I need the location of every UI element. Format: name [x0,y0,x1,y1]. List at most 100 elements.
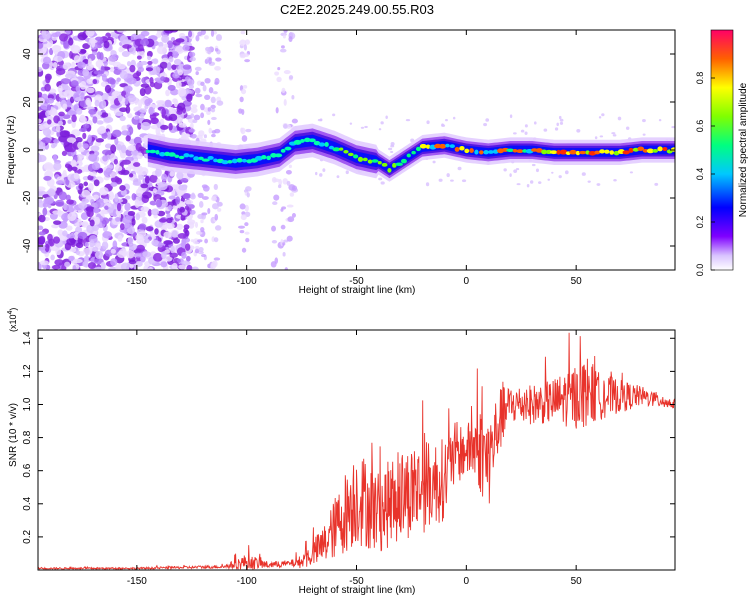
noise-speckle [57,56,62,62]
noise-speckle [82,132,87,140]
ridge-cell [637,146,645,151]
noise-speckle [91,39,96,48]
ridge-cell [474,149,479,155]
noise-speckle [168,56,174,63]
noise-speckle [140,121,151,131]
noise-speckle [52,154,58,162]
noise-speckle [133,162,141,167]
noise-speckle [138,231,147,237]
noise-speckle [94,250,104,259]
noise-speckle [61,150,68,156]
noise-speckle [65,30,72,35]
ridge-cell [646,148,655,154]
noise-speckle [390,150,394,154]
noise-speckle [244,222,249,227]
noise-speckle [118,46,124,53]
ridge-cell [332,147,341,152]
noise-speckle [277,66,281,71]
noise-speckle [183,224,190,230]
noise-speckle [58,191,68,201]
noise-speckle [126,77,137,85]
ridge-cell [261,155,267,160]
noise-speckle [128,173,134,178]
noise-speckle [79,80,87,90]
noise-speckle [108,191,115,201]
ridge-cell [266,155,271,161]
noise-speckle [114,193,119,203]
noise-speckle [119,223,125,231]
snr-ytick-label: 0.2 [22,530,33,544]
noise-speckle [208,87,214,94]
noise-speckle [66,237,76,246]
noise-speckle [103,40,110,49]
noise-speckle [446,173,450,178]
multiplier-exp: 4 [7,310,14,314]
noise-speckle [174,58,182,66]
noise-speckle [38,231,46,236]
noise-speckle [178,117,183,126]
noise-speckle [134,115,140,120]
noise-speckle [96,51,102,60]
noise-speckle [239,203,246,210]
noise-speckle [91,162,101,171]
noise-speckle [509,173,512,178]
noise-speckle [283,123,288,129]
noise-speckle [181,132,186,140]
noise-speckle [184,199,194,205]
noise-speckle [148,266,154,270]
noise-speckle [276,76,282,83]
noise-speckle [107,95,113,101]
noise-speckle [42,202,49,208]
noise-speckle [208,57,212,65]
noise-speckle [288,75,294,80]
noise-speckle [132,181,143,186]
noise-speckle [76,108,83,115]
noise-speckle [93,179,100,187]
noise-speckle [159,61,168,69]
noise-speckle [188,204,195,209]
ridge-cell [599,149,605,154]
noise-speckle [62,230,68,237]
noise-speckle [111,54,119,60]
noise-speckle [190,90,194,94]
noise-speckle [71,114,77,123]
noise-speckle [277,184,282,189]
noise-speckle [109,66,115,73]
noise-speckle [204,35,209,40]
noise-speckle [533,121,537,125]
ridge-cell [594,150,601,155]
noise-speckle [198,246,204,252]
noise-speckle [642,119,646,123]
spectrogram-y-axis-label: Frequency (Hz) [6,116,17,185]
noise-speckle [315,171,318,176]
noise-speckle [191,266,199,270]
noise-speckle [154,228,159,235]
noise-speckle [190,133,197,139]
noise-speckle [214,213,219,221]
noise-speckle [140,206,150,213]
noise-speckle [128,259,137,265]
noise-speckle [526,184,530,188]
noise-speckle [441,124,446,127]
noise-speckle [171,262,178,270]
ridge-cell [155,149,160,155]
spectrogram-plot-area [38,30,675,270]
noise-speckle [529,180,534,184]
ridge-cell [318,142,326,147]
noise-speckle [189,122,194,129]
noise-speckle [596,183,601,186]
noise-speckle [201,196,209,200]
noise-speckle [180,178,189,183]
noise-speckle [71,166,78,171]
spectrogram-xtick-label: -100 [237,276,257,287]
noise-speckle [86,78,94,85]
noise-speckle [55,124,61,133]
noise-speckle [283,98,287,106]
ridge-cell [445,143,450,148]
ridge-cell [159,152,166,157]
noise-speckle [658,118,662,122]
colorbar-tick-label: 0.0 [695,264,705,277]
noise-speckle [613,179,617,182]
noise-speckle [187,30,193,38]
noise-speckle [89,240,95,248]
